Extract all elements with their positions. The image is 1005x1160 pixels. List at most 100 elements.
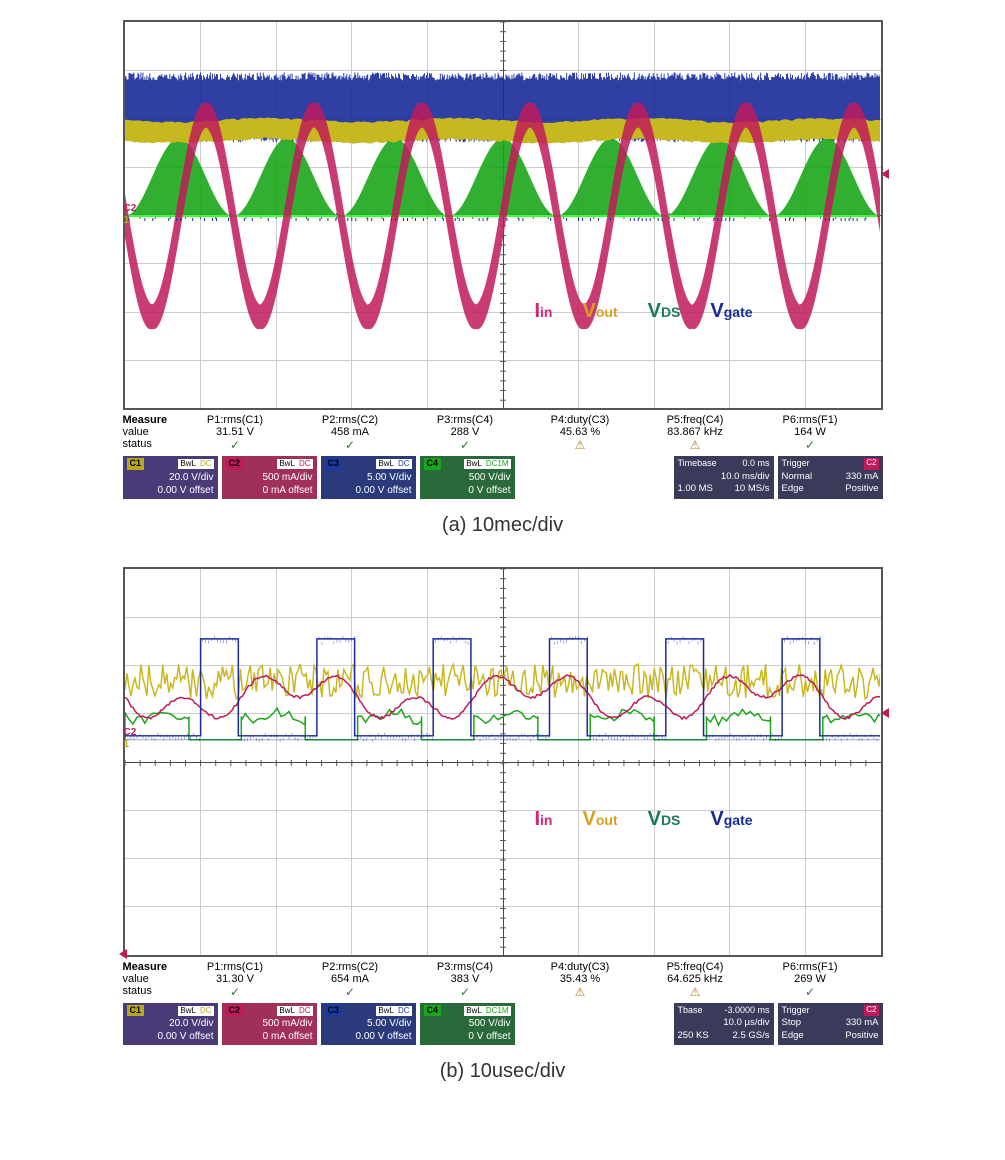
signal-label: Iin [534, 300, 552, 323]
coupling-badge: DC [198, 459, 214, 469]
trigger-level: 330 mA [846, 1017, 879, 1029]
measure-status: ✓ [178, 985, 293, 999]
trigger-type: Edge [782, 483, 804, 495]
bandwidth-badge: BwL [464, 1006, 484, 1016]
measure-value: 31.51 V [178, 426, 293, 438]
measure-header: Measure [123, 414, 178, 426]
trigger-mode: Stop [782, 1017, 802, 1029]
channel-box[interactable]: C4 BwLDC1M 500 V/div 0 V offset [420, 456, 515, 499]
measure-status: ⚠ [523, 438, 638, 452]
measure-value: 288 V [408, 426, 523, 438]
timebase-delay: 0.0 ms [742, 458, 769, 470]
measure-column-header: P1:rms(C1) [178, 414, 293, 426]
coupling-badge: DC [297, 1006, 313, 1016]
trigger-source-badge: C2 [864, 458, 878, 470]
measure-column-header: P1:rms(C1) [178, 961, 293, 973]
measure-value-label: value [123, 973, 178, 985]
trigger-box[interactable]: TriggerC2 Normal330 mA EdgePositive [778, 456, 883, 499]
channel-box[interactable]: C1 BwLDC 20.0 V/div 0.00 V offset [123, 1003, 218, 1046]
channel-scale: 5.00 V/div [325, 1017, 412, 1030]
timebase-header: Tbase [678, 1005, 703, 1017]
measure-column-header: P3:rms(C4) [408, 414, 523, 426]
channel-offset: 0 mA offset [226, 484, 313, 497]
channel-offset: 0.00 V offset [127, 1030, 214, 1043]
measure-header: Measure [123, 961, 178, 973]
scope-screen-b: 1C2 IinVoutVDSVgate [123, 567, 883, 957]
measure-column-header: P2:rms(C2) [293, 414, 408, 426]
trigger-header: Trigger [782, 458, 810, 470]
measure-column-header: P5:freq(C4) [638, 414, 753, 426]
channel-scale: 5.00 V/div [325, 471, 412, 484]
channel-box[interactable]: C3 BwLDC 5.00 V/div 0.00 V offset [321, 456, 416, 499]
measure-value: 64.625 kHz [638, 973, 753, 985]
measure-column-header: P3:rms(C4) [408, 961, 523, 973]
timebase-samples: 250 KS [678, 1030, 709, 1042]
measure-value: 164 W [753, 426, 868, 438]
timebase-header: Timebase [678, 458, 717, 470]
signal-labels-a: IinVoutVDSVgate [534, 300, 752, 323]
timebase-box[interactable]: Timebase0.0 ms 10.0 ms/div 1.00 MS10 MS/… [674, 456, 774, 499]
channel-box[interactable]: C2 BwLDC 500 mA/div 0 mA offset [222, 456, 317, 499]
measure-status: ✓ [178, 438, 293, 452]
channel-offset: 0 mA offset [226, 1030, 313, 1043]
measure-column-header: P6:rms(F1) [753, 961, 868, 973]
channel-offset: 0 V offset [424, 484, 511, 497]
timebase-div: 10.0 µs/div [723, 1017, 769, 1029]
timebase-delay: -3.0000 ms [724, 1005, 769, 1017]
trigger-marker-icon [881, 708, 889, 718]
bandwidth-badge: BwL [464, 459, 484, 469]
measure-column-header: P4:duty(C3) [523, 414, 638, 426]
channel-marker: 1 [123, 215, 131, 226]
channel-tag: C2 [226, 1005, 244, 1017]
signal-label: Iin [534, 808, 552, 831]
channel-offset: 0 V offset [424, 1030, 511, 1043]
coupling-badge: DC [396, 1006, 412, 1016]
measure-status: ✓ [293, 985, 408, 999]
channel-tag: C4 [424, 458, 442, 470]
channel-box[interactable]: C4 BwLDC1M 500 V/div 0 V offset [420, 1003, 515, 1046]
trigger-level: 330 mA [846, 471, 879, 483]
caption-b: (b) 10usec/div [123, 1060, 883, 1083]
trigger-type: Edge [782, 1030, 804, 1042]
signal-label: Vgate [710, 808, 752, 831]
bandwidth-badge: BwL [376, 459, 396, 469]
measure-status: ⚠ [523, 985, 638, 999]
channel-tag: C2 [226, 458, 244, 470]
timebase-div: 10.0 ms/div [721, 471, 770, 483]
channel-box[interactable]: C1 BwLDC 20.0 V/div 0.00 V offset [123, 456, 218, 499]
caption-a: (a) 10mec/div [123, 514, 883, 537]
channel-tag: C1 [127, 458, 145, 470]
channel-offset: 0.00 V offset [325, 1030, 412, 1043]
channel-marker: C2 [123, 727, 138, 738]
measure-value: 654 mA [293, 973, 408, 985]
bandwidth-badge: BwL [376, 1006, 396, 1016]
signal-labels-b: IinVoutVDSVgate [534, 808, 752, 831]
timebase-rate: 2.5 GS/s [733, 1030, 770, 1042]
timebase-samples: 1.00 MS [678, 483, 713, 495]
channel-scale: 500 V/div [424, 1017, 511, 1030]
bandwidth-badge: BwL [178, 1006, 198, 1016]
measure-status: ⚠ [638, 985, 753, 999]
trigger-slope: Positive [845, 1030, 878, 1042]
signal-label: Vout [582, 808, 617, 831]
channel-box[interactable]: C2 BwLDC 500 mA/div 0 mA offset [222, 1003, 317, 1046]
trigger-box[interactable]: TriggerC2 Stop330 mA EdgePositive [778, 1003, 883, 1046]
measure-status: ✓ [408, 985, 523, 999]
measure-value: 383 V [408, 973, 523, 985]
trigger-slope: Positive [845, 483, 878, 495]
coupling-badge: DC1M [484, 1006, 511, 1016]
measure-value-label: value [123, 426, 178, 438]
coupling-badge: DC1M [484, 459, 511, 469]
channel-box[interactable]: C3 BwLDC 5.00 V/div 0.00 V offset [321, 1003, 416, 1046]
timebase-box[interactable]: Tbase -3.0000 ms 10.0 µs/div 250 KS 2.5 GS… [674, 1003, 774, 1046]
grid-b [125, 569, 881, 955]
measure-status: ✓ [753, 985, 868, 999]
channel-scale: 500 mA/div [226, 471, 313, 484]
measure-status: ✓ [293, 438, 408, 452]
oscilloscope-panel-a: 1 C2 IinVoutVDSVgate MeasureP1:rms(C1)P2:… [123, 20, 883, 537]
oscilloscope-panel-b: 1C2 IinVoutVDSVgate MeasureP1:rms(C1)P2:… [123, 567, 883, 1084]
channel-scale: 20.0 V/div [127, 1017, 214, 1030]
measure-bar-b: MeasureP1:rms(C1)P2:rms(C2)P3:rms(C4)P4:… [123, 961, 883, 999]
signal-label: Vgate [710, 300, 752, 323]
bandwidth-badge: BwL [277, 1006, 297, 1016]
